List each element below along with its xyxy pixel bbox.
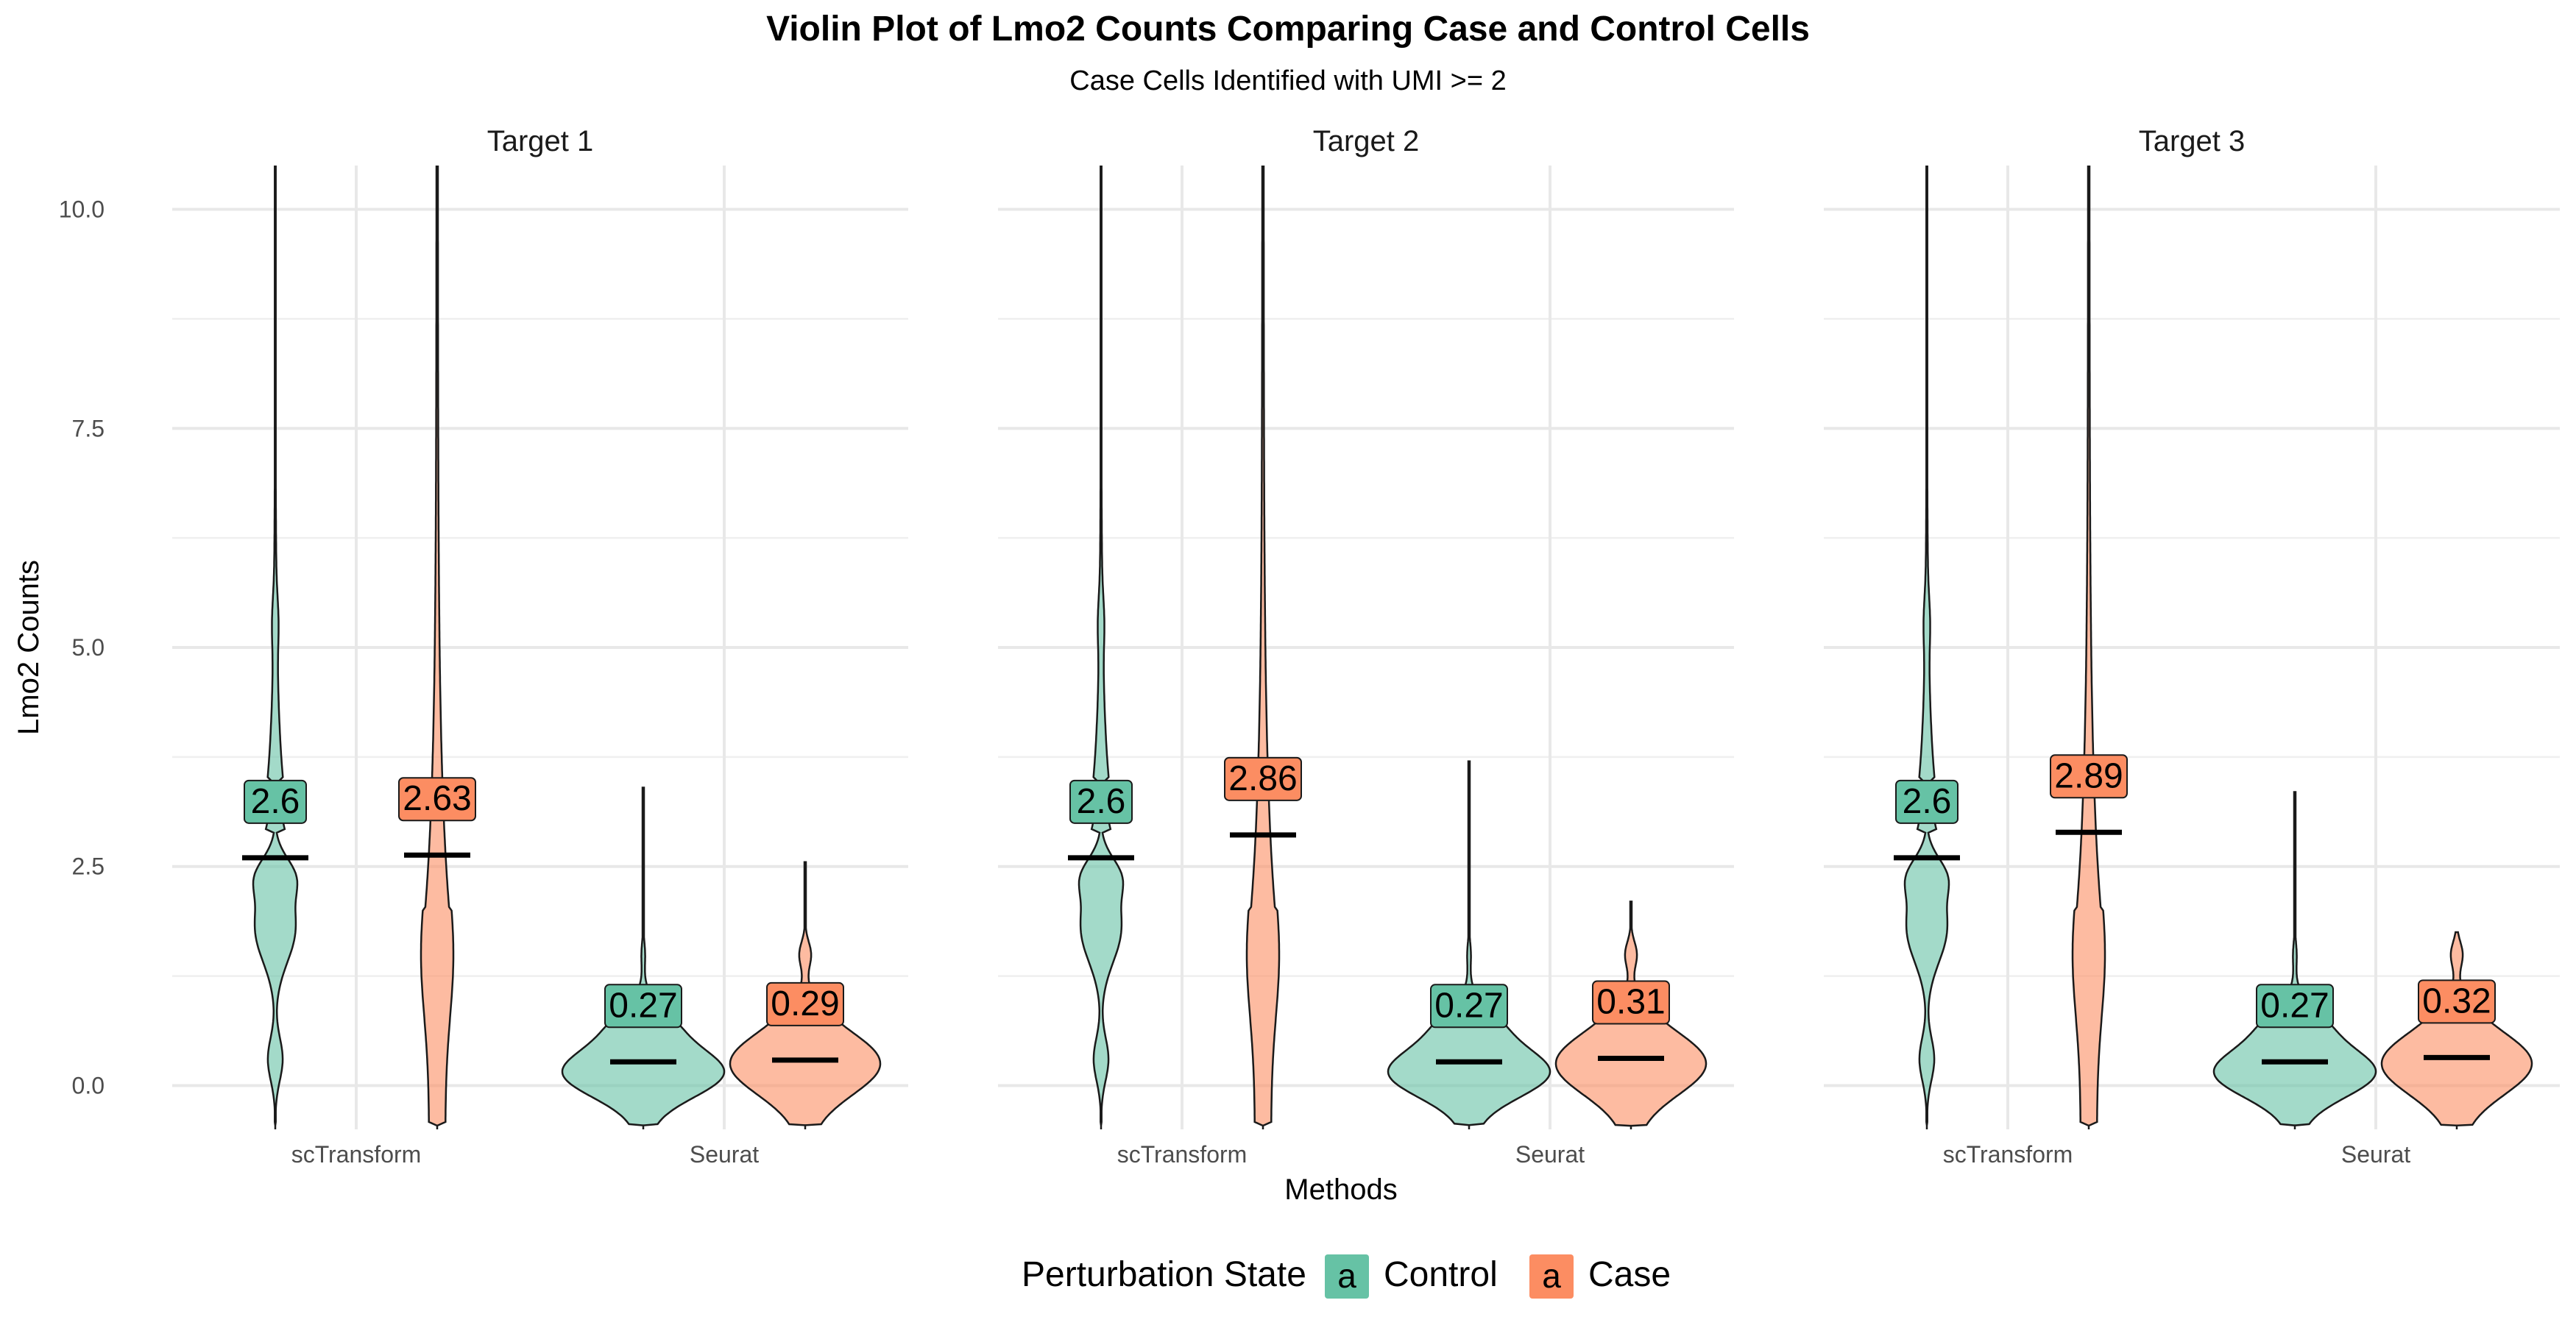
mean-label: 2.89	[2054, 756, 2123, 795]
mean-label: 2.6	[1077, 782, 1126, 821]
mean-label-box	[1224, 756, 1302, 801]
y-axis-label: Lmo2 Counts	[13, 560, 45, 735]
mean-label: 0.31	[1596, 983, 1665, 1022]
mean-label-box	[2050, 754, 2128, 799]
facet-title: Target 2	[1313, 125, 1420, 157]
mean-label: 0.27	[609, 986, 677, 1025]
facet-panels: Target 1 2.6 2.63 scTransform 0.27 0.29 Seurat…	[172, 125, 2560, 1168]
mean-label: 0.27	[1434, 986, 1503, 1025]
violin-seurat-control	[561, 786, 726, 1129]
mean-label-box	[2256, 984, 2334, 1029]
mean-label-box	[2418, 979, 2496, 1024]
mean-label: 0.27	[2260, 986, 2329, 1025]
gridlines	[1824, 166, 2560, 1129]
violin-seurat-control	[2212, 791, 2377, 1129]
gridlines	[172, 166, 908, 1129]
x-tick-label: scTransform	[1943, 1141, 2073, 1168]
facet-panel: Target 1 2.6 2.63 scTransform 0.27 0.29 Seurat	[172, 125, 908, 1168]
mean-label-box	[1592, 980, 1670, 1025]
mean-label: 2.6	[1903, 782, 1952, 821]
legend-key-case	[1529, 1254, 1574, 1299]
facet-panel: Target 2 2.6 2.86 scTransform 0.27 0.31 Seurat	[998, 125, 1734, 1168]
x-tick-label: scTransform	[1117, 1141, 1248, 1168]
violins	[1903, 166, 2533, 1129]
violin-seurat-control	[1387, 760, 1551, 1129]
y-tick-label: 7.5	[72, 415, 105, 441]
facet-title: Target 3	[2139, 125, 2246, 157]
x-tick-label: Seurat	[690, 1141, 759, 1168]
mean-label-box	[1069, 779, 1133, 824]
violin-sctransform-case	[1245, 166, 1281, 1129]
mean-label: 2.63	[403, 779, 471, 818]
legend-label-control: Control	[1384, 1255, 1498, 1294]
mean-label: 0.29	[771, 984, 839, 1023]
facet-panel: Target 3 2.6 2.89 scTransform 0.27 0.32 Seurat	[1824, 125, 2560, 1168]
mean-label-box	[398, 777, 476, 822]
mean-label: 2.6	[251, 782, 300, 821]
x-axis-label: Methods	[1284, 1173, 1397, 1206]
y-tick-label: 5.0	[72, 634, 105, 661]
legend-key-glyph: a	[1337, 1257, 1356, 1295]
legend-title: Perturbation State	[1022, 1255, 1306, 1294]
legend-key-glyph: a	[1542, 1257, 1561, 1295]
mean-label-box	[766, 981, 844, 1026]
x-tick-label: scTransform	[291, 1141, 422, 1168]
y-tick-label: 0.0	[72, 1072, 105, 1098]
violin-sctransform-case	[2071, 166, 2106, 1129]
mean-label-box	[1430, 984, 1508, 1029]
mean-label: 0.32	[2422, 981, 2491, 1020]
x-tick-label: Seurat	[2341, 1141, 2410, 1168]
violin-seurat-case	[2380, 931, 2533, 1129]
y-tick-label: 2.5	[72, 853, 105, 880]
mean-label-box	[1895, 779, 1958, 824]
mean-label: 2.86	[1228, 759, 1297, 798]
y-tick-label: 10.0	[59, 196, 105, 223]
y-axis-ticks: 0.0 2.5 5.0 7.5 10.0	[59, 196, 105, 1099]
x-tick-label: Seurat	[1515, 1141, 1585, 1168]
mean-label-box	[244, 779, 307, 824]
chart-title: Violin Plot of Lmo2 Counts Comparing Cas…	[766, 10, 1810, 49]
chart-subtitle: Case Cells Identified with UMI >= 2	[1069, 65, 1507, 96]
legend: Perturbation State a Control a Case	[1022, 1254, 1671, 1299]
mean-label-box	[604, 984, 682, 1029]
facet-title: Target 1	[487, 125, 594, 157]
legend-label-case: Case	[1588, 1255, 1671, 1294]
legend-key-control	[1325, 1254, 1369, 1299]
